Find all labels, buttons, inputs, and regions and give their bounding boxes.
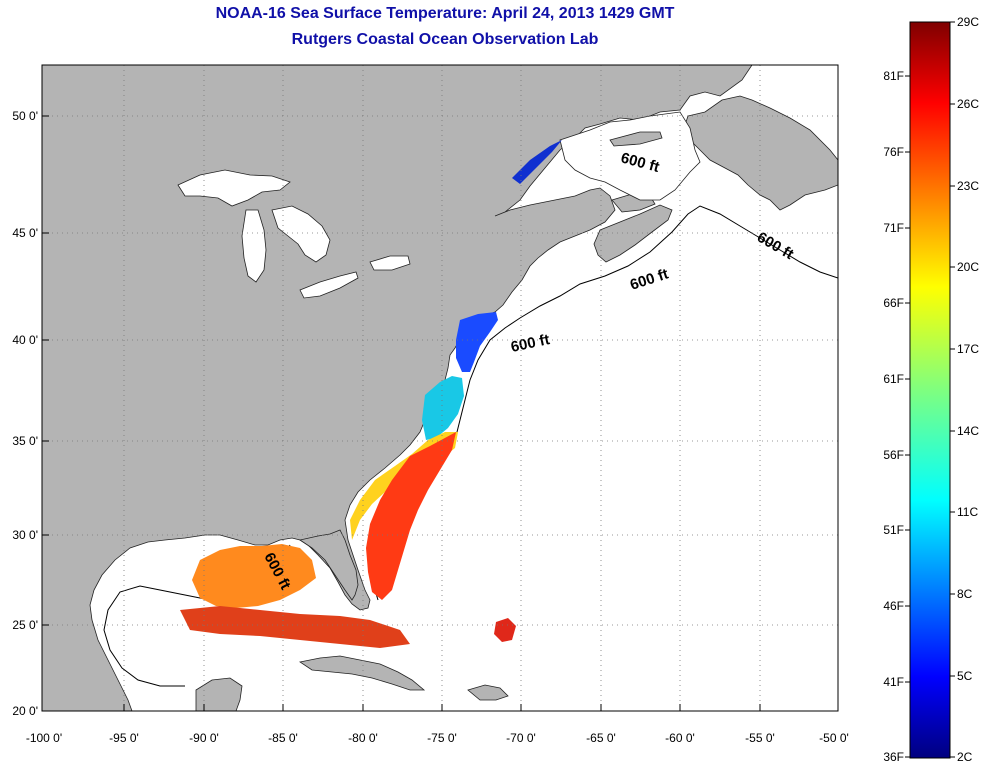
lon-tick-50: -50 0' [819,731,849,745]
colorbar-label-5c: 5C [957,669,973,683]
lon-tick-90: -90 0' [189,731,219,745]
sst-gulf-south [180,606,410,648]
colorbar-label-29c: 29C [957,15,979,29]
yucatan-land [195,677,243,711]
lat-tick-45: 45 0' [12,226,38,240]
map-title: NOAA-16 Sea Surface Temperature: April 2… [215,5,675,22]
sst-midatlantic-cool [422,376,464,440]
temperature-colorbar [909,21,951,759]
lon-tick-85: -85 0' [268,731,298,745]
lat-tick-20: 20 0' [12,704,38,718]
colorbar-label-56f: 56F [883,448,904,462]
colorbar-label-41f: 41F [883,675,904,689]
lake-huron [271,205,331,263]
cuba-land [298,655,426,691]
colorbar-label-61f: 61F [883,372,904,386]
lon-tick-55: -55 0' [745,731,775,745]
map-subtitle: Rutgers Coastal Ocean Observation Lab [291,31,599,48]
colorbar-celsius-ticks [950,21,955,758]
sst-northeast-cold [456,312,498,372]
sst-florida-gulf [192,544,316,608]
colorbar-label-14c: 14C [957,424,979,438]
colorbar-label-76f: 76F [883,145,904,159]
colorbar-label-66f: 66F [883,296,904,310]
colorbar-label-46f: 46F [883,599,904,613]
lat-tick-40: 40 0' [12,333,38,347]
colorbar-label-8c: 8C [957,587,973,601]
lon-tick-95: -95 0' [109,731,139,745]
sst-gulfstream [366,432,456,600]
lon-tick-70: -70 0' [506,731,536,745]
lake-michigan [241,209,267,283]
lon-tick-60: -60 0' [665,731,695,745]
lake-ontario [369,255,411,271]
frame-ticks [41,115,839,712]
map-frame [41,64,839,712]
colorbar-label-2c: 2C [957,750,973,764]
lon-tick-75: -75 0' [427,731,457,745]
colorbar-label-20c: 20C [957,260,979,274]
gulf-st-lawrence [559,111,701,201]
colorbar-fahrenheit-ticks [905,75,910,758]
lat-tick-35: 35 0' [12,434,38,448]
newfoundland-land [683,95,838,211]
lat-tick-50: 50 0' [12,109,38,123]
hispaniola-land [467,684,509,701]
colorbar-label-11c: 11C [957,505,978,519]
lat-tick-25: 25 0' [12,618,38,632]
lat-tick-30: 30 0' [12,528,38,542]
lon-tick-65: -65 0' [586,731,616,745]
lon-tick-100: -100 0' [26,731,62,745]
colorbar-label-26c: 26C [957,97,979,111]
colorbar-label-23c: 23C [957,179,979,193]
lake-erie [299,271,359,299]
anticosti-island [609,131,663,147]
sst-bahamas-patch [494,618,516,642]
colorbar-label-51f: 51F [883,523,904,537]
nova-scotia-land [593,204,673,263]
lon-tick-80: -80 0' [348,731,378,745]
colorbar-label-71f: 71F [883,221,904,235]
sst-maine-cold [512,140,562,184]
lake-superior [177,169,291,207]
colorbar-label-17c: 17C [957,342,979,356]
colorbar-label-81f: 81F [883,69,904,83]
florida-peninsula [298,529,359,601]
colorbar-label-36f: 36F [883,750,904,764]
